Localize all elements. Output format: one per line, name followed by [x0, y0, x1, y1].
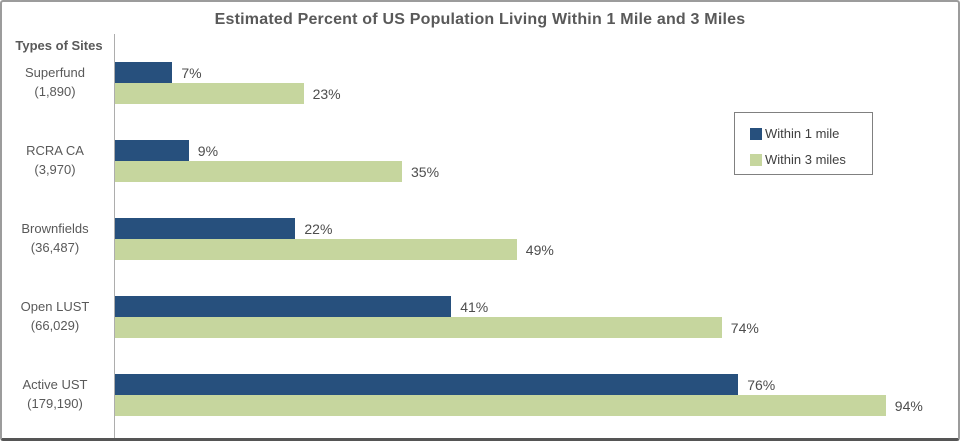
legend-swatch-within-1-mile-icon [750, 127, 762, 140]
bar-group-rcra-ca: 9% 35% [115, 140, 439, 182]
legend-label-within-3-miles: Within 3 miles [765, 152, 846, 167]
category-name: Brownfields [21, 221, 89, 237]
bar-within-1-mile [115, 218, 296, 239]
category-label-open-lust: Open LUST (66,029) [2, 296, 108, 338]
category-name: Active UST [22, 377, 88, 393]
category-label-active-ust: Active UST (179,190) [2, 374, 108, 416]
bar-group-open-lust: 41% 74% [115, 296, 759, 338]
bar-row: 35% [115, 161, 439, 182]
bar-row: 22% [115, 218, 554, 239]
category-count: (3,970) [34, 162, 76, 177]
bar-group-brownfields: 22% 49% [115, 218, 554, 260]
legend-item-within-3-miles: Within 3 miles [750, 148, 872, 171]
bar-row: 76% [115, 374, 923, 395]
category-axis-line [114, 34, 115, 438]
bar-row: 7% [115, 62, 341, 83]
bar-within-3-miles [115, 317, 722, 338]
category-name: Superfund [25, 65, 85, 81]
bar-value-label: 41% [460, 298, 489, 315]
bar-value-label: 23% [312, 85, 341, 102]
category-axis-title: Types of Sites [15, 38, 103, 53]
bar-value-label: 76% [747, 376, 776, 393]
legend-item-within-1-mile: Within 1 mile [750, 122, 872, 145]
bar-within-3-miles [115, 239, 517, 260]
bar-group-active-ust: 76% 94% [115, 374, 923, 416]
bar-value-label: 9% [197, 142, 219, 159]
bar-within-3-miles [115, 161, 402, 182]
category-name: Open LUST [20, 299, 90, 315]
bar-value-label: 22% [304, 220, 333, 237]
bar-group-superfund: 7% 23% [115, 62, 341, 104]
legend: Within 1 mile Within 3 miles [734, 112, 873, 175]
category-label-superfund: Superfund (1,890) [2, 62, 108, 104]
bar-value-label: 7% [181, 64, 202, 81]
bar-within-1-mile [115, 296, 452, 317]
bar-row: 41% [115, 296, 759, 317]
legend-swatch-within-3-miles-icon [750, 153, 762, 166]
bar-value-label: 94% [894, 397, 923, 414]
category-count: (1,890) [34, 84, 76, 99]
bar-value-label: 35% [411, 163, 440, 180]
bar-within-1-mile [115, 374, 739, 395]
category-count: (179,190) [27, 396, 83, 411]
category-name: RCRA CA [26, 143, 84, 159]
bar-within-1-mile [115, 62, 173, 83]
bar-within-3-miles [115, 395, 886, 416]
category-count: (66,029) [30, 318, 80, 333]
bar-value-label: 74% [730, 319, 759, 336]
category-label-rcra-ca: RCRA CA (3,970) [2, 140, 108, 182]
bar-value-label: 49% [525, 241, 554, 258]
bar-row: 94% [115, 395, 923, 416]
category-count: (36,487) [30, 240, 80, 255]
bar-within-1-mile [115, 140, 189, 161]
bar-within-3-miles [115, 83, 304, 104]
bar-row: 49% [115, 239, 554, 260]
bar-row: 74% [115, 317, 759, 338]
chart-title: Estimated Percent of US Population Livin… [214, 11, 746, 28]
legend-label-within-1-mile: Within 1 mile [765, 126, 840, 141]
category-label-brownfields: Brownfields (36,487) [2, 218, 108, 260]
bar-row: 9% [115, 140, 439, 161]
bar-row: 23% [115, 83, 341, 104]
